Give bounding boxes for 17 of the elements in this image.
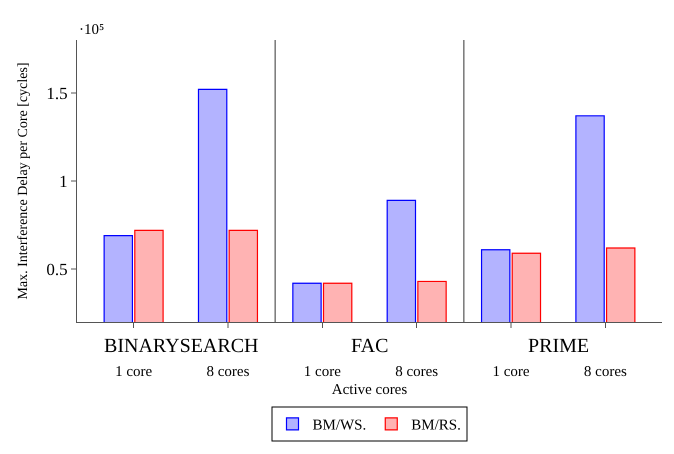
y-tick-label: 0.5 <box>46 260 68 280</box>
x-tick-label: 1 core <box>115 364 152 380</box>
x-tick-label: 8 cores <box>584 364 627 380</box>
y-axis-title: Max. Interference Delay per Core [cycles] <box>16 62 31 300</box>
text: PRIME <box>528 335 590 357</box>
x-axis-title: Active cores <box>332 382 408 398</box>
y-tick-label: 1 <box>59 172 68 191</box>
text: BINARYSEARCH <box>104 335 258 357</box>
legend-label: BM/RS. <box>411 418 461 434</box>
text: ·10⁵ <box>79 22 104 38</box>
y-tick-label: 1.5 <box>46 84 68 103</box>
legend-label: BM/WS. <box>312 418 366 434</box>
x-tick-label: 1 core <box>304 364 342 380</box>
x-tick-label: 8 cores <box>395 364 438 380</box>
text: FAC <box>351 335 388 357</box>
x-tick-label: 8 cores <box>206 364 250 380</box>
x-tick-label: 1 core <box>492 364 530 380</box>
